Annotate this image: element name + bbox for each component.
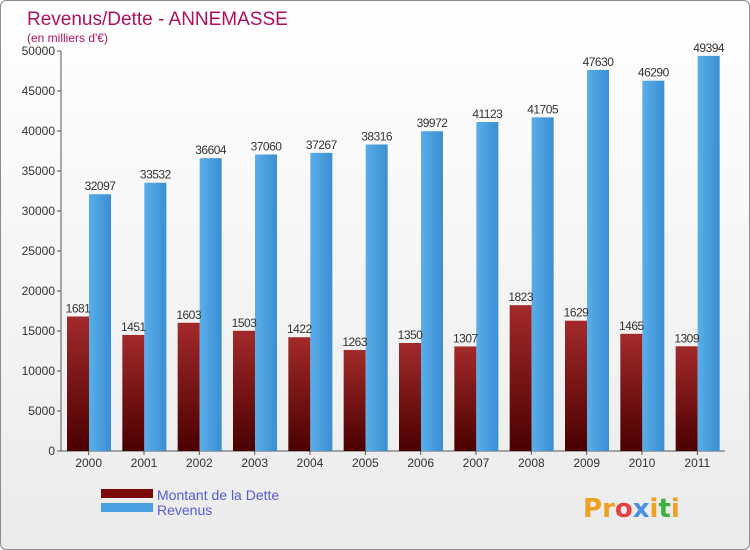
data-label-revenus: 32097: [85, 179, 117, 193]
axes: 0 5000 10000 15000 20000 25000 30000 35000 40000…: [22, 44, 725, 458]
data-label-dette: 1309: [674, 331, 700, 345]
y-tick-label: 50000: [22, 44, 56, 58]
bar-dette: [565, 320, 587, 451]
bar-dette: [288, 337, 311, 451]
y-tick-label: 25000: [22, 244, 56, 258]
data-label-revenus: 41705: [527, 102, 559, 116]
data-label-revenus: 49394: [693, 41, 725, 55]
data-label-dette: 1681: [66, 302, 92, 316]
data-label-revenus: 36604: [195, 143, 227, 157]
y-tick-label: 45000: [22, 84, 56, 98]
data-label-dette: 1263: [342, 335, 368, 349]
bar-dette: [675, 346, 698, 451]
bar-revenus: [587, 69, 609, 452]
bar-revenus: [310, 152, 333, 451]
x-tick-label: 2010: [629, 456, 656, 470]
x-tick-label: 2000: [75, 456, 102, 470]
bar-dette: [454, 346, 477, 451]
x-tick-label: 2011: [684, 456, 710, 470]
x-tick-label: 2007: [463, 456, 490, 470]
legend-label-dette: Montant de la Dette: [157, 487, 279, 503]
x-tick-label: 2006: [407, 456, 434, 470]
bar-revenus: [89, 194, 111, 451]
chart-title: Revenus/Dette - ANNEMASSE: [27, 9, 288, 30]
x-tick-label: 2004: [297, 456, 324, 470]
bar-revenus: [421, 131, 443, 451]
legend-swatch-revenus: [101, 503, 153, 512]
legend: Montant de la Dette Revenus: [101, 487, 279, 518]
bar-revenus: [255, 154, 277, 451]
bar-revenus: [476, 122, 499, 452]
bar-revenus: [365, 144, 388, 452]
legend-label-revenus: Revenus: [157, 502, 212, 518]
data-label-dette: 1603: [176, 308, 202, 322]
bar-dette: [122, 334, 145, 451]
data-label-revenus: 37267: [306, 138, 338, 152]
data-label-dette: 1422: [287, 322, 313, 336]
data-label-dette: 1503: [232, 316, 258, 330]
data-label-revenus: 38316: [361, 129, 393, 143]
data-label-revenus: 37060: [251, 140, 283, 154]
bar-dette: [620, 333, 643, 451]
bar-dette: [67, 316, 89, 451]
x-tick-label: 2009: [573, 456, 600, 470]
bar-revenus: [531, 117, 554, 452]
y-tick-label: 5000: [28, 404, 55, 418]
bar-revenus: [642, 80, 665, 452]
bar-dette: [399, 343, 421, 451]
chart-subtitle: (en milliers d'€): [27, 31, 108, 45]
bar-revenus: [199, 158, 222, 451]
legend-swatch-dette: [101, 489, 153, 498]
data-label-revenus: 46290: [638, 66, 670, 80]
bar-dette: [233, 330, 255, 451]
data-label-revenus: 47630: [583, 55, 615, 69]
data-label-revenus: 33532: [140, 168, 172, 182]
x-tick-label: 2002: [186, 456, 213, 470]
data-label-revenus: 39972: [417, 116, 449, 130]
proxiti-logo: Proxiti: [583, 494, 680, 524]
y-tick-label: 35000: [22, 164, 56, 178]
data-label-dette: 1307: [453, 331, 479, 345]
y-tick-label: 15000: [22, 324, 56, 338]
data-label-dette: 1350: [398, 328, 424, 342]
bar-dette: [509, 305, 532, 451]
x-tick-label: 2005: [352, 456, 379, 470]
x-tick-label: 2003: [241, 456, 268, 470]
y-tick-label: 10000: [22, 364, 56, 378]
data-label-dette: 1451: [121, 320, 147, 334]
bar-revenus: [144, 182, 167, 451]
x-tick-label: 2008: [518, 456, 545, 470]
bar-dette: [343, 349, 366, 451]
data-label-dette: 1629: [564, 306, 590, 320]
y-tick-label: 20000: [22, 284, 56, 298]
data-label-dette: 1823: [508, 290, 534, 304]
bar-revenus: [697, 55, 720, 452]
bar-dette: [177, 322, 200, 451]
data-label-dette: 1465: [619, 319, 645, 333]
y-tick-label: 0: [48, 444, 55, 458]
y-tick-label: 40000: [22, 124, 56, 138]
y-tick-label: 30000: [22, 204, 56, 218]
bars: 1681 32097 2000 1451 33532 2001 1603 36604 2002 1…: [66, 41, 726, 470]
x-tick-label: 2001: [131, 456, 158, 470]
data-label-revenus: 41123: [472, 107, 503, 121]
